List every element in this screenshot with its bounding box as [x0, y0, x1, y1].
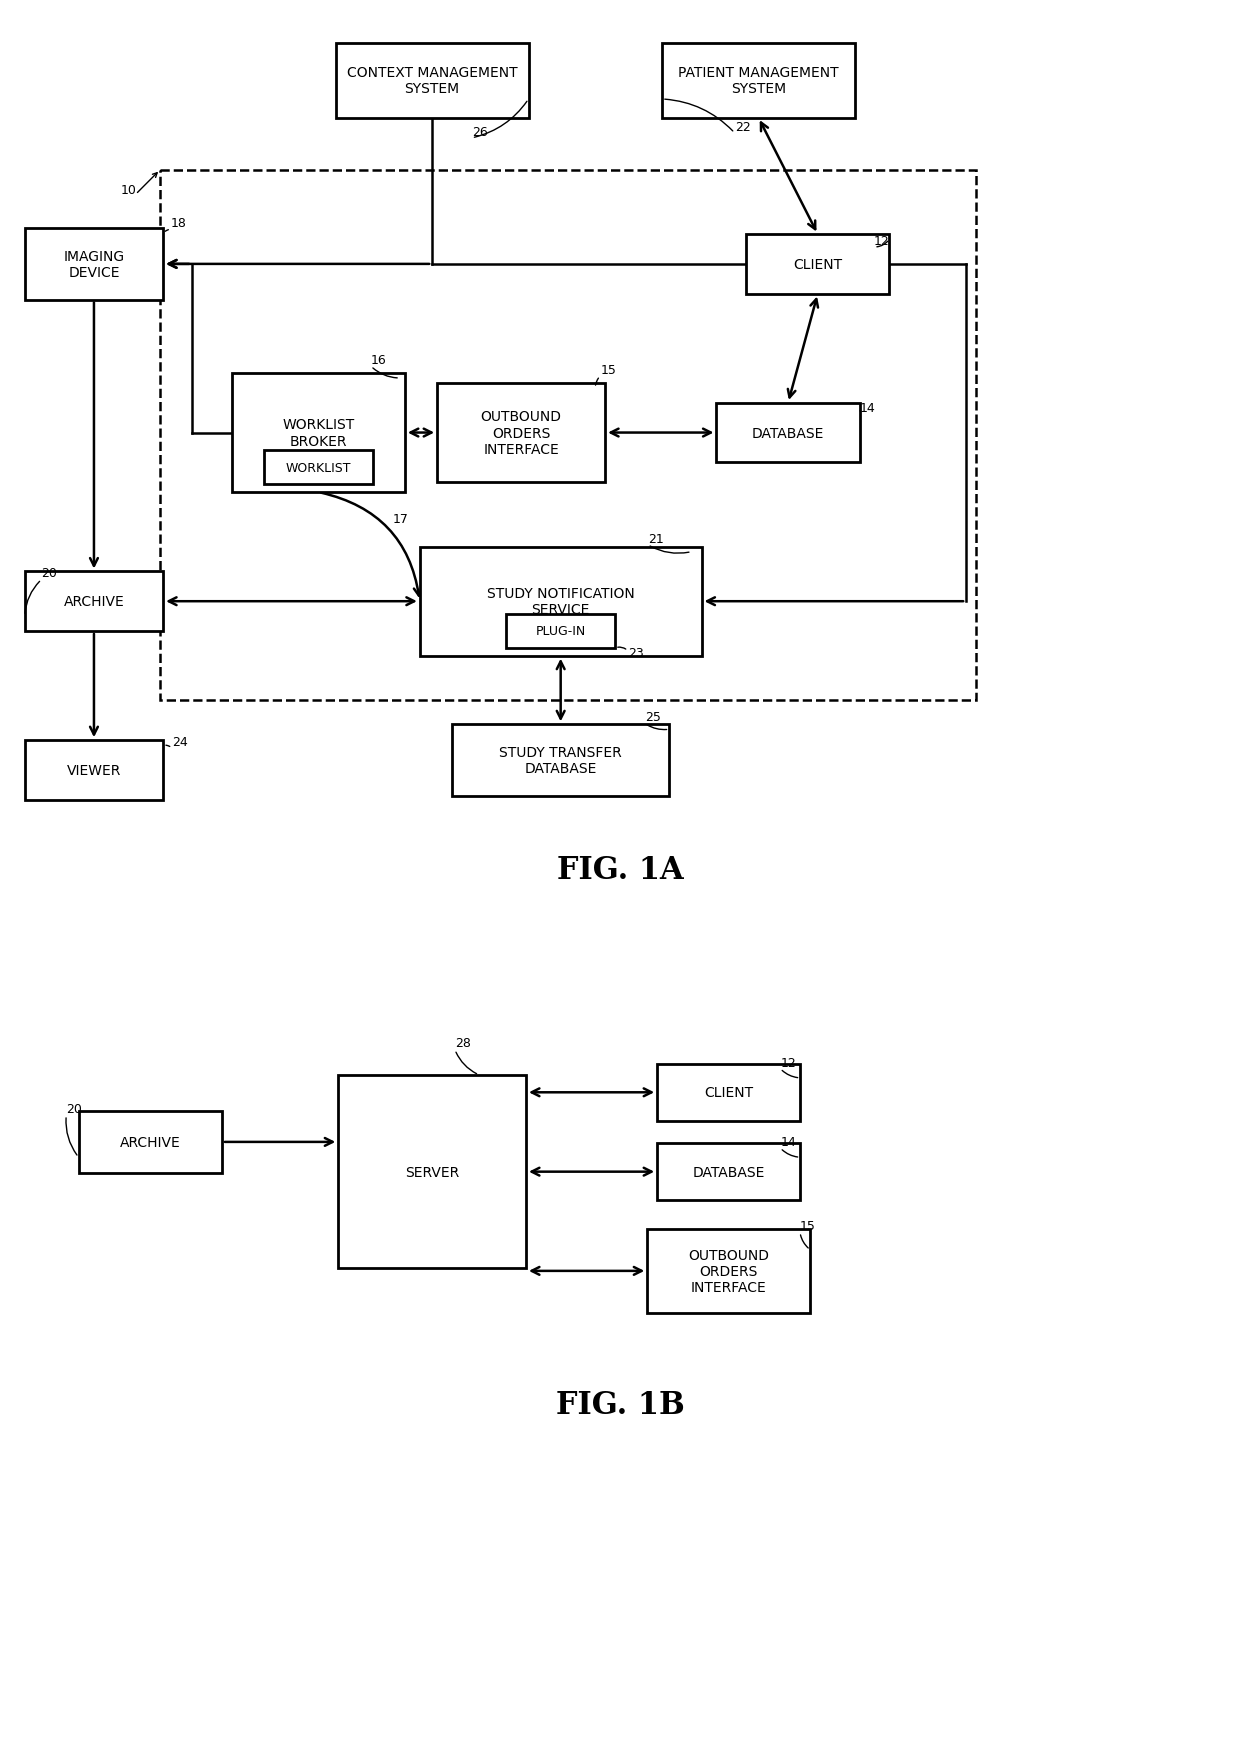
Bar	[420, 548, 702, 657]
Text: OUTBOUND
ORDERS
INTERFACE: OUTBOUND ORDERS INTERFACE	[688, 1247, 769, 1295]
Text: OUTBOUND
ORDERS
INTERFACE: OUTBOUND ORDERS INTERFACE	[481, 409, 562, 457]
Text: WORKLIST: WORKLIST	[285, 462, 351, 474]
Bar	[717, 404, 859, 464]
Bar	[657, 1065, 801, 1121]
Text: 26: 26	[471, 127, 487, 139]
Bar	[336, 44, 528, 118]
Text: STUDY TRANSFER
DATABASE: STUDY TRANSFER DATABASE	[500, 745, 622, 775]
Bar	[25, 741, 164, 799]
Bar	[25, 573, 164, 631]
Text: ARCHIVE: ARCHIVE	[63, 596, 124, 610]
Text: 10: 10	[120, 184, 136, 197]
Text: WORKLIST
BROKER: WORKLIST BROKER	[283, 418, 355, 448]
Text: PATIENT MANAGEMENT
SYSTEM: PATIENT MANAGEMENT SYSTEM	[678, 67, 838, 97]
Text: 20: 20	[66, 1102, 82, 1116]
Text: 28: 28	[455, 1037, 471, 1049]
Bar	[160, 170, 976, 701]
Text: 23: 23	[627, 647, 644, 659]
Text: 21: 21	[647, 532, 663, 545]
Bar	[264, 452, 373, 485]
Text: STUDY NOTIFICATION
SERVICE: STUDY NOTIFICATION SERVICE	[487, 587, 635, 617]
Text: DATABASE: DATABASE	[751, 427, 825, 441]
Text: 12: 12	[780, 1056, 796, 1068]
Text: CLIENT: CLIENT	[794, 258, 842, 272]
Text: 14: 14	[859, 402, 875, 415]
Bar	[78, 1112, 222, 1174]
Text: ARCHIVE: ARCHIVE	[120, 1135, 181, 1149]
Bar	[746, 235, 889, 295]
Bar	[451, 726, 670, 796]
Text: CONTEXT MANAGEMENT
SYSTEM: CONTEXT MANAGEMENT SYSTEM	[347, 67, 517, 97]
Bar	[232, 374, 405, 492]
Text: FIG. 1A: FIG. 1A	[557, 854, 683, 886]
Text: 18: 18	[171, 218, 187, 230]
Bar	[647, 1228, 811, 1312]
Text: CLIENT: CLIENT	[704, 1086, 754, 1100]
Text: VIEWER: VIEWER	[67, 764, 122, 777]
Bar	[662, 44, 854, 118]
Text: SERVER: SERVER	[405, 1165, 459, 1179]
Text: PLUG-IN: PLUG-IN	[536, 625, 585, 638]
Bar	[657, 1144, 801, 1200]
Text: 22: 22	[735, 121, 750, 134]
Text: FIG. 1B: FIG. 1B	[556, 1390, 684, 1420]
Bar	[339, 1075, 526, 1269]
Bar	[436, 383, 605, 483]
Bar	[506, 615, 615, 648]
Text: 16: 16	[371, 353, 387, 367]
Text: 20: 20	[42, 568, 57, 580]
Bar	[25, 228, 164, 300]
Text: DATABASE: DATABASE	[693, 1165, 765, 1179]
Text: 24: 24	[172, 736, 187, 748]
Text: 14: 14	[780, 1135, 796, 1149]
Text: 12: 12	[874, 235, 890, 248]
Text: 15: 15	[800, 1219, 816, 1232]
Text: 25: 25	[645, 712, 661, 724]
Text: IMAGING
DEVICE: IMAGING DEVICE	[63, 249, 124, 279]
Text: 15: 15	[600, 364, 616, 376]
Text: 17: 17	[393, 513, 408, 525]
